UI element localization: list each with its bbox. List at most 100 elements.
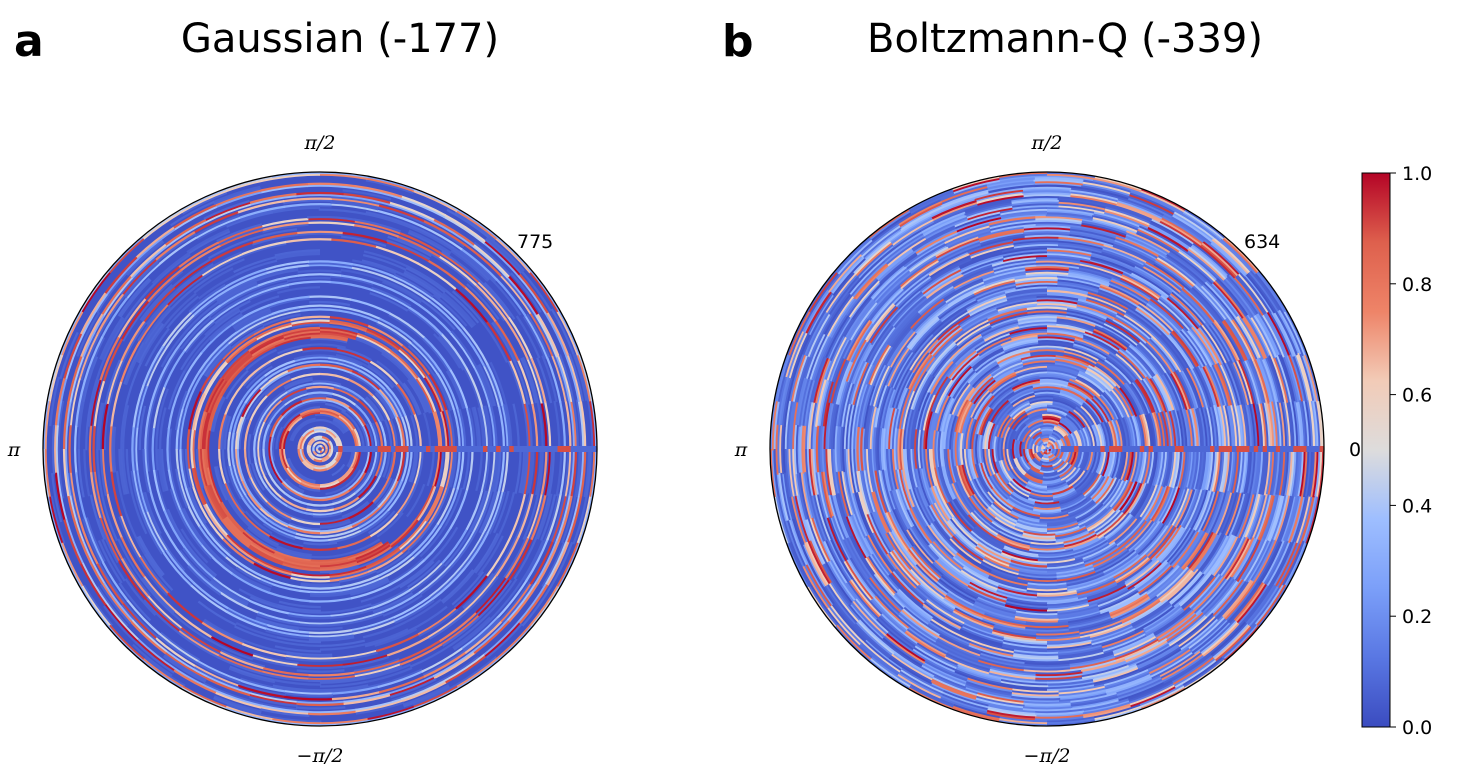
heatmap-cell bbox=[158, 449, 167, 492]
heatmap-cell bbox=[408, 229, 452, 254]
heatmap-cell bbox=[1104, 206, 1151, 224]
heatmap-seam-cell bbox=[1275, 446, 1281, 452]
heatmap-cell bbox=[325, 488, 349, 499]
heatmap-cell bbox=[450, 330, 478, 368]
heatmap-cell bbox=[1030, 429, 1042, 439]
heatmap-cell bbox=[874, 490, 893, 533]
heatmap-cell bbox=[1047, 518, 1078, 527]
heatmap-cell bbox=[985, 422, 994, 450]
heatmap-cell bbox=[1118, 418, 1127, 449]
heatmap-cell bbox=[1150, 217, 1194, 245]
heatmap-cell bbox=[1116, 559, 1153, 586]
heatmap-cell bbox=[181, 489, 201, 528]
heatmap-cell bbox=[1065, 309, 1106, 324]
heatmap-cell bbox=[1030, 490, 1053, 496]
heatmap-cell bbox=[1288, 447, 1295, 496]
heatmap-cell bbox=[1176, 409, 1185, 449]
heatmap-cell bbox=[294, 191, 344, 196]
heatmap-cell bbox=[968, 360, 998, 386]
heatmap-cell bbox=[314, 413, 335, 419]
heatmap-cell bbox=[242, 362, 272, 387]
heatmap-cell bbox=[1046, 407, 1068, 416]
heatmap-cell bbox=[291, 323, 330, 329]
heatmap-cell bbox=[973, 602, 1017, 619]
heatmap-cell bbox=[1047, 525, 1081, 535]
heatmap-cell bbox=[951, 483, 971, 515]
heatmap-seam-cell bbox=[1069, 446, 1075, 452]
heatmap-cell bbox=[1087, 293, 1128, 312]
heatmap-cell bbox=[1115, 199, 1163, 220]
heatmap-cell bbox=[937, 636, 982, 657]
heatmap-cell bbox=[886, 532, 914, 570]
heatmap-cell bbox=[97, 402, 106, 451]
heatmap-cell bbox=[544, 401, 552, 449]
heatmap-cell bbox=[158, 633, 200, 663]
heatmap-cell bbox=[105, 257, 139, 296]
heatmap-cell bbox=[803, 472, 816, 520]
heatmap-cell bbox=[79, 270, 110, 313]
heatmap-cell bbox=[953, 213, 1001, 230]
heatmap-cell bbox=[244, 494, 269, 521]
heatmap-cell bbox=[1087, 448, 1096, 472]
heatmap-cell bbox=[282, 330, 320, 339]
heatmap-cell bbox=[1146, 300, 1182, 332]
heatmap-cell bbox=[215, 466, 230, 500]
heatmap-cell bbox=[1170, 215, 1212, 244]
heatmap-cell bbox=[1250, 447, 1258, 495]
heatmap-cell bbox=[301, 437, 307, 450]
heatmap-cell bbox=[991, 401, 1011, 424]
heatmap-cell bbox=[140, 555, 171, 594]
heatmap-cell bbox=[1131, 483, 1151, 517]
heatmap-cell bbox=[144, 449, 152, 492]
heatmap-cell bbox=[1069, 189, 1119, 201]
heatmap-cell bbox=[361, 510, 391, 534]
heatmap-cell bbox=[1087, 584, 1128, 603]
heatmap-cell bbox=[878, 427, 883, 471]
heatmap-cell bbox=[1046, 367, 1079, 376]
heatmap-cell bbox=[1068, 470, 1086, 488]
heatmap-cell bbox=[1124, 518, 1152, 548]
heatmap-cell bbox=[254, 267, 299, 281]
heatmap-cell bbox=[999, 210, 1047, 218]
heatmap-cell bbox=[103, 256, 138, 295]
heatmap-cell bbox=[138, 303, 169, 343]
heatmap-cell bbox=[99, 449, 108, 496]
heatmap-cell bbox=[1031, 431, 1042, 440]
heatmap-cell bbox=[46, 354, 62, 403]
heatmap-cell bbox=[1291, 447, 1299, 497]
heatmap-cell bbox=[1144, 414, 1153, 449]
heatmap-cell bbox=[1274, 355, 1291, 403]
heatmap-cell bbox=[911, 567, 947, 599]
heatmap-cell bbox=[587, 400, 594, 449]
heatmap-cell bbox=[425, 485, 445, 523]
heatmap-cell bbox=[1047, 596, 1089, 605]
heatmap-cell bbox=[565, 494, 581, 542]
heatmap-cell bbox=[1034, 502, 1061, 507]
heatmap-cell bbox=[494, 319, 520, 362]
heatmap-cell bbox=[525, 313, 551, 358]
heatmap-cell bbox=[825, 562, 854, 605]
heatmap-cell bbox=[1005, 600, 1048, 609]
heatmap-cell bbox=[225, 705, 274, 721]
heatmap-cell bbox=[1075, 405, 1094, 426]
heatmap-cell bbox=[526, 358, 543, 404]
heatmap-cell bbox=[967, 677, 1014, 691]
heatmap-cell bbox=[1109, 592, 1149, 616]
heatmap-cell bbox=[944, 226, 991, 246]
heatmap-cell bbox=[310, 558, 349, 564]
heatmap-cell bbox=[921, 268, 962, 296]
heatmap-cell bbox=[911, 372, 931, 411]
heatmap-cell bbox=[1115, 481, 1136, 513]
heatmap-cell bbox=[369, 292, 409, 312]
heatmap-cell bbox=[1302, 447, 1310, 498]
heatmap-cell bbox=[462, 326, 489, 366]
heatmap-cell bbox=[366, 175, 415, 191]
heatmap-cell bbox=[124, 578, 157, 616]
heatmap-cell bbox=[1072, 342, 1107, 360]
heatmap-cell bbox=[320, 564, 359, 574]
heatmap-cell bbox=[993, 473, 1012, 496]
heatmap-cell bbox=[951, 535, 984, 562]
heatmap-cell bbox=[1222, 578, 1254, 618]
heatmap-cell bbox=[406, 265, 447, 292]
heatmap-cell bbox=[1102, 211, 1149, 229]
